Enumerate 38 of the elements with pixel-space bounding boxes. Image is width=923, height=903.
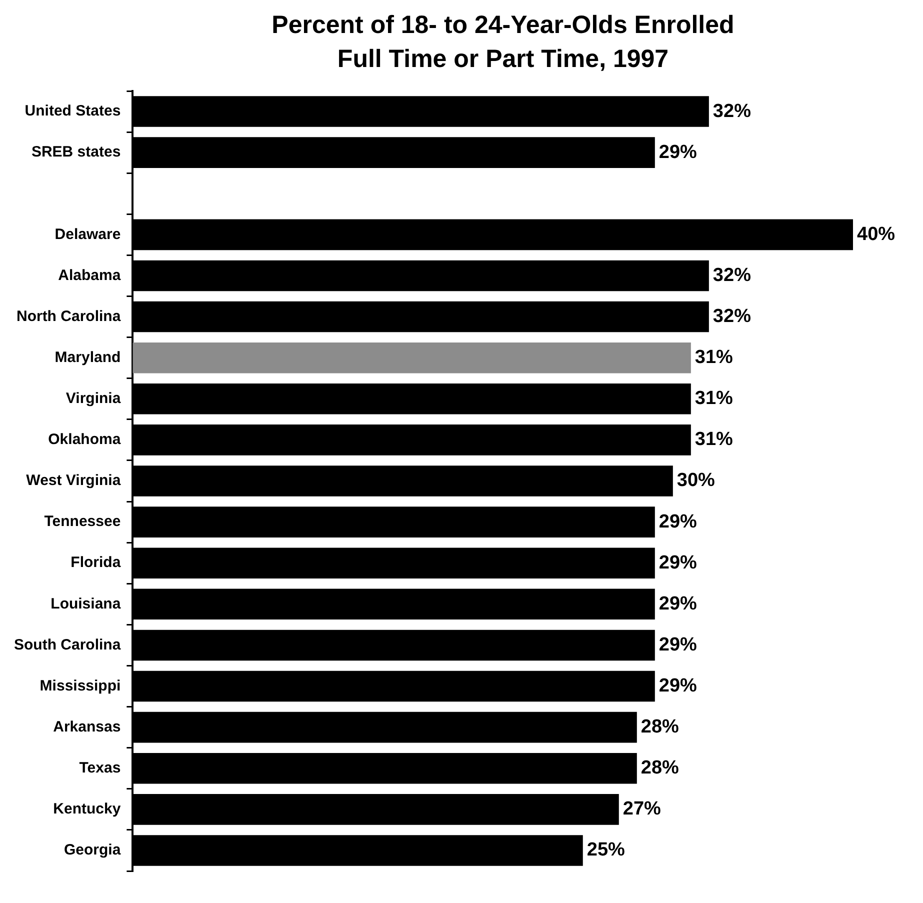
- data-label: 29%: [658, 552, 698, 574]
- y-tick-label: Georgia: [64, 842, 122, 859]
- y-tick-label: Kentucky: [53, 800, 122, 818]
- y-tick-label: Oklahoma: [48, 431, 122, 448]
- chart-title: Percent of 18- to 24-Year-Olds Enrolled Full Time or Part Time, 1997: [270, 10, 736, 75]
- data-label: 29%: [658, 634, 698, 656]
- y-tick-label: Virginia: [66, 390, 122, 408]
- y-tick-label: West Virginia: [26, 472, 122, 490]
- data-label: 28%: [640, 758, 680, 779]
- data-label: 28%: [640, 716, 680, 738]
- data-label: 29%: [658, 511, 698, 532]
- data-label: 30%: [676, 470, 716, 492]
- data-label: 29%: [658, 676, 698, 696]
- data-label: 32%: [712, 306, 752, 328]
- data-label: 25%: [586, 840, 626, 861]
- y-tick-label: South Carolina: [14, 636, 122, 654]
- data-label: 31%: [694, 347, 734, 368]
- data-label: 31%: [694, 388, 734, 410]
- data-label: 40%: [857, 224, 896, 245]
- data-label: 29%: [658, 142, 698, 163]
- y-tick-label: Louisiana: [50, 595, 122, 612]
- y-tick-label: Tennessee: [44, 513, 121, 530]
- y-tick-label: Mississippi: [40, 677, 121, 694]
- y-tick-label: Delaware: [54, 226, 121, 243]
- data-label: 29%: [658, 593, 698, 614]
- y-tick-label: SREB states: [31, 144, 121, 161]
- data-label: 32%: [712, 100, 752, 122]
- bar: [132, 342, 691, 374]
- y-tick-label: Alabama: [58, 266, 122, 284]
- data-label: 27%: [622, 798, 662, 820]
- y-tick-label: United States: [24, 102, 121, 120]
- y-tick-label: Maryland: [54, 348, 121, 366]
- y-tick-label: Arkansas: [53, 718, 121, 736]
- data-label: 32%: [712, 264, 752, 286]
- y-tick-label: Texas: [79, 760, 121, 777]
- y-tick-label: Florida: [70, 554, 122, 572]
- y-tick-label: North Carolina: [16, 308, 122, 325]
- data-label: 31%: [694, 429, 734, 450]
